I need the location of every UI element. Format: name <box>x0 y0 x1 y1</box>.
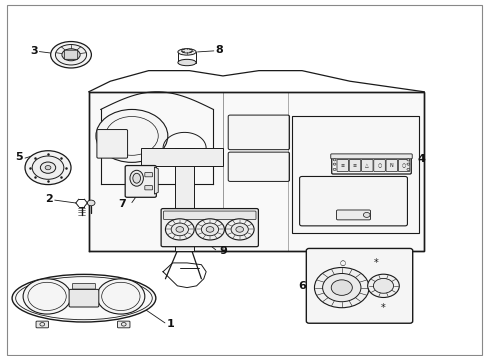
Text: 2: 2 <box>45 194 53 204</box>
Text: *: * <box>380 303 385 313</box>
FancyBboxPatch shape <box>398 159 409 171</box>
Text: 7: 7 <box>118 199 126 209</box>
Circle shape <box>176 226 183 232</box>
Text: △: △ <box>365 163 368 168</box>
Polygon shape <box>175 148 194 251</box>
Text: 9: 9 <box>219 246 226 256</box>
FancyBboxPatch shape <box>64 50 78 59</box>
Circle shape <box>32 156 64 179</box>
FancyBboxPatch shape <box>163 211 256 220</box>
FancyBboxPatch shape <box>97 130 127 158</box>
Ellipse shape <box>12 274 156 322</box>
Ellipse shape <box>130 170 143 186</box>
FancyBboxPatch shape <box>348 159 360 171</box>
FancyBboxPatch shape <box>373 159 385 171</box>
FancyBboxPatch shape <box>228 152 289 181</box>
Circle shape <box>367 274 399 297</box>
Polygon shape <box>89 92 424 251</box>
FancyBboxPatch shape <box>72 283 95 289</box>
Circle shape <box>322 274 360 302</box>
FancyBboxPatch shape <box>385 159 397 171</box>
Circle shape <box>195 219 224 240</box>
Polygon shape <box>141 148 223 166</box>
Circle shape <box>41 162 56 173</box>
Text: ≡: ≡ <box>340 163 344 168</box>
Circle shape <box>373 278 393 293</box>
Circle shape <box>332 159 335 161</box>
Text: 4: 4 <box>417 154 425 164</box>
Circle shape <box>96 109 167 162</box>
Circle shape <box>45 166 51 170</box>
FancyBboxPatch shape <box>117 321 130 328</box>
Circle shape <box>201 223 218 236</box>
Text: 1: 1 <box>166 319 174 329</box>
Ellipse shape <box>51 41 91 68</box>
Text: 6: 6 <box>297 281 305 291</box>
FancyBboxPatch shape <box>336 210 370 220</box>
FancyBboxPatch shape <box>336 159 348 171</box>
FancyBboxPatch shape <box>36 321 48 328</box>
Polygon shape <box>292 117 419 233</box>
Circle shape <box>87 200 95 206</box>
Ellipse shape <box>178 59 196 66</box>
Circle shape <box>225 219 254 240</box>
Ellipse shape <box>133 173 140 183</box>
Text: 5: 5 <box>16 152 23 162</box>
Text: N: N <box>389 163 393 168</box>
Circle shape <box>406 159 409 161</box>
Text: ○: ○ <box>401 163 406 168</box>
Ellipse shape <box>62 49 80 61</box>
FancyBboxPatch shape <box>299 176 407 226</box>
Text: ≡: ≡ <box>352 163 356 168</box>
FancyBboxPatch shape <box>305 248 412 323</box>
Circle shape <box>206 226 213 232</box>
Text: ○: ○ <box>339 260 345 266</box>
Circle shape <box>165 219 194 240</box>
Circle shape <box>97 279 144 314</box>
Circle shape <box>330 280 351 295</box>
FancyBboxPatch shape <box>330 154 411 159</box>
Ellipse shape <box>178 49 196 55</box>
Text: 8: 8 <box>215 45 223 55</box>
Circle shape <box>231 223 248 236</box>
Circle shape <box>235 226 243 232</box>
Polygon shape <box>154 167 158 194</box>
Circle shape <box>406 168 409 171</box>
Text: *: * <box>373 258 378 268</box>
Circle shape <box>406 163 409 165</box>
FancyBboxPatch shape <box>361 159 372 171</box>
Circle shape <box>23 279 71 314</box>
Circle shape <box>314 267 368 308</box>
Circle shape <box>25 151 71 185</box>
FancyBboxPatch shape <box>69 289 99 307</box>
FancyBboxPatch shape <box>161 208 258 247</box>
FancyBboxPatch shape <box>144 172 152 177</box>
FancyBboxPatch shape <box>125 166 156 197</box>
Circle shape <box>171 223 188 236</box>
FancyBboxPatch shape <box>331 157 410 174</box>
Text: 3: 3 <box>30 46 38 56</box>
Ellipse shape <box>182 49 192 53</box>
FancyBboxPatch shape <box>228 115 289 150</box>
Ellipse shape <box>55 45 86 65</box>
Circle shape <box>332 168 335 171</box>
Circle shape <box>332 163 335 165</box>
Text: ○: ○ <box>377 163 381 168</box>
Circle shape <box>363 212 369 217</box>
FancyBboxPatch shape <box>144 186 152 190</box>
